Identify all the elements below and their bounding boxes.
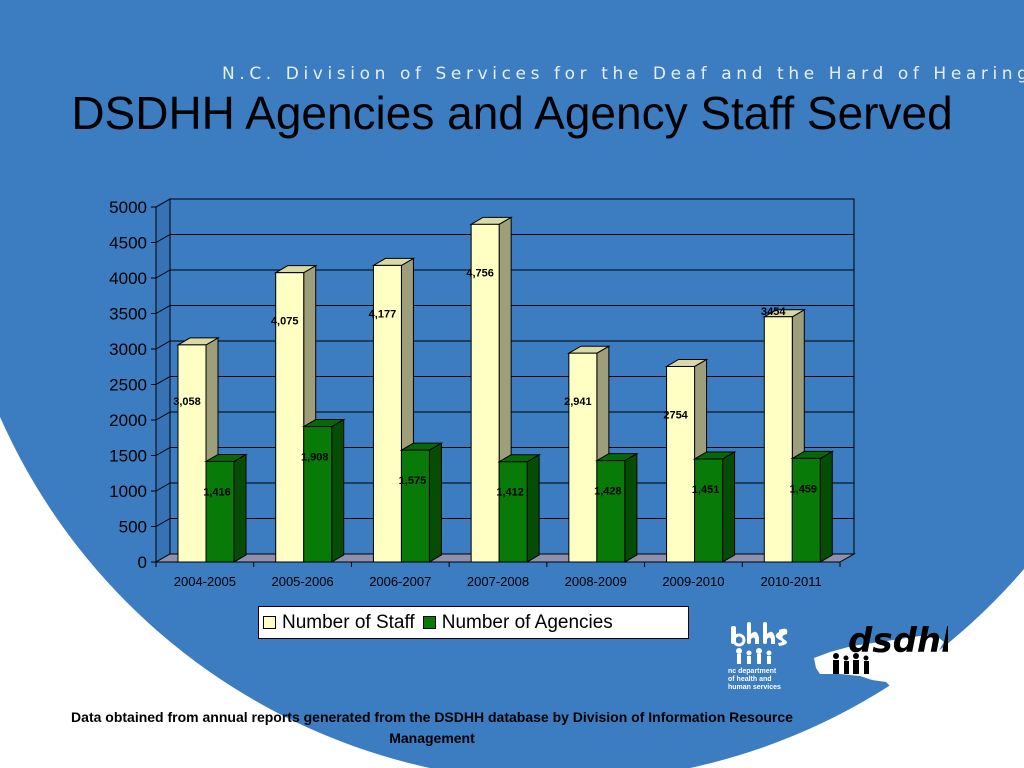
data-label-agencies: 1,575 — [399, 475, 427, 487]
people-icon — [833, 653, 869, 674]
data-label-agencies: 1,459 — [790, 483, 818, 495]
y-tick-label: 1000 — [109, 482, 147, 501]
x-axis: 2004-2005 2005-2006 2006-2007 2007-2008 2008… — [155, 562, 841, 589]
bar-agencies — [497, 453, 541, 563]
data-label-agencies: 1,412 — [496, 487, 524, 499]
legend-swatch-staff — [263, 616, 276, 629]
slide-title: DSDHH Agencies and Agency Staff Served — [71, 87, 953, 139]
dsdhh-logo: dsdhh — [814, 621, 948, 688]
y-tick-label: 3000 — [109, 340, 147, 359]
y-axis: 0 500 1000 1500 2000 2500 3000 3500 4000 4500 5000 — [109, 198, 157, 572]
bar-staff — [469, 216, 513, 563]
chart-legend: Number of Staff Number of Agencies — [258, 606, 689, 639]
data-label-staff: 4,075 — [271, 316, 299, 328]
gridline-side — [155, 234, 171, 243]
legend-label-staff: Number of Staff — [282, 611, 415, 633]
data-label-staff: 3,058 — [173, 396, 201, 408]
gridline-side — [155, 411, 171, 421]
y-tick-label: 0 — [138, 553, 147, 572]
gridline-side — [155, 198, 171, 208]
x-tick-label: 2007-2008 — [467, 574, 529, 589]
gridline-side — [155, 376, 171, 385]
x-tick-label: 2008-2009 — [565, 574, 627, 589]
bar-agencies — [790, 450, 835, 563]
header-banner: N.C. Division of Services for the Deaf a… — [222, 64, 1024, 84]
nc-state-shape-icon — [814, 634, 944, 688]
dsdhh-logo-text: dsdhh — [848, 621, 948, 661]
data-label-staff: 4,756 — [466, 267, 494, 279]
x-tick-label: 2006-2007 — [369, 574, 431, 589]
gridline-side — [155, 518, 171, 527]
bars — [176, 216, 835, 563]
gridline-side — [155, 269, 171, 279]
dhhs-logo: nc department of health and human servic… — [728, 622, 788, 691]
dhhs-caption-1: nc department — [728, 668, 777, 675]
data-label-agencies: 1,908 — [301, 452, 329, 464]
y-tick-label: 4500 — [109, 234, 147, 253]
x-tick-label: 2005-2006 — [271, 574, 333, 589]
y-tick-label: 4000 — [109, 269, 147, 288]
data-label-staff: 4,177 — [369, 308, 397, 320]
legend-swatch-agencies — [422, 616, 436, 629]
x-tick-label: 2010-2011 — [761, 574, 822, 589]
source-footnote: Data obtained from annual reports genera… — [71, 709, 793, 746]
data-label-agencies: 1,451 — [692, 484, 720, 496]
data-label-staff: 2754 — [663, 409, 688, 421]
x-tick-label: 2009-2010 — [662, 574, 724, 589]
gridline-side — [155, 447, 171, 456]
dhhs-caption-3: human services — [728, 684, 781, 691]
y-tick-label: 5000 — [109, 198, 147, 217]
gridline-side — [155, 482, 171, 492]
dhhs-caption-2: of health and — [728, 676, 772, 683]
y-tick-label: 500 — [119, 518, 147, 537]
y-tick-label: 1500 — [109, 447, 147, 466]
legend-item-staff: Number of Staff — [263, 612, 415, 634]
legend-label-agencies: Number of Agencies — [441, 611, 613, 633]
data-labels: 3,058 1,416 4,075 1,908 4,177 1,575 4,756 1,412… — [173, 267, 817, 498]
data-label-staff: 2,941 — [564, 396, 592, 408]
bar-agencies — [595, 452, 639, 563]
y-tick-label: 2500 — [109, 376, 147, 395]
x-tick-label: 2004-2005 — [174, 574, 236, 589]
bar-agencies — [301, 418, 346, 563]
data-label-agencies: 1,428 — [594, 486, 622, 498]
gridline-side — [155, 305, 171, 314]
bar-agencies — [204, 453, 248, 563]
legend-item-agencies: Number of Agencies — [422, 611, 613, 634]
gridline-side — [155, 340, 171, 350]
y-tick-label: 2000 — [109, 411, 147, 430]
y-tick-label: 3500 — [109, 305, 147, 324]
data-label-agencies: 1,416 — [203, 486, 231, 498]
data-label-staff: 3454 — [761, 306, 786, 318]
bar-agencies — [692, 451, 737, 563]
bar-agencies — [399, 442, 444, 563]
